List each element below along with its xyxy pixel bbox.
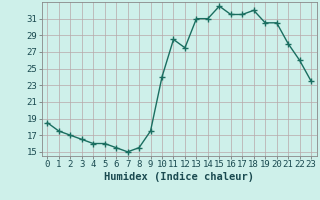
X-axis label: Humidex (Indice chaleur): Humidex (Indice chaleur) (104, 172, 254, 182)
